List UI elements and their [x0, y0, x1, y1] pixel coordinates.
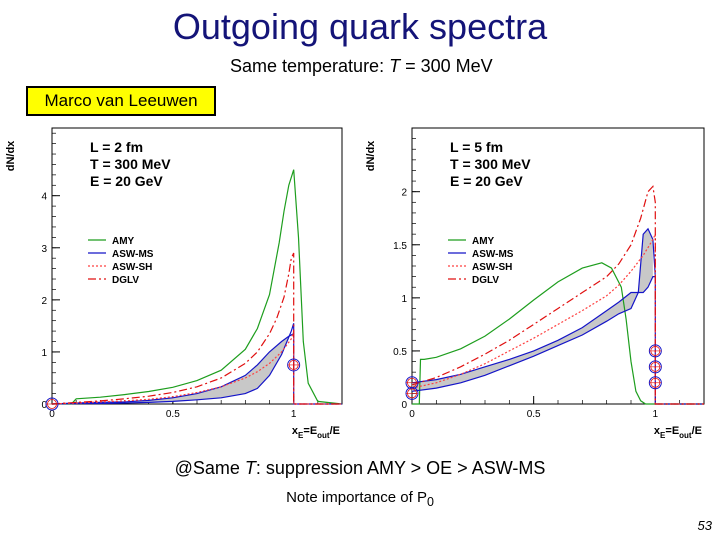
legend-label: ASW-MS	[112, 249, 154, 260]
x-tick-label: 1	[653, 409, 659, 420]
x-axis-label: xE=Eout/E	[654, 425, 702, 440]
param-label: E = 20 GeV	[450, 173, 523, 189]
footer-suffix: : suppression AMY > OE > ASW-MS	[255, 458, 546, 478]
series-line-asw-ms	[411, 227, 704, 405]
legend-label: ASW-SH	[472, 262, 512, 273]
chart-panel-1: 0 1 2 3 4 0 0.5 1 dN/dx xE=Eout/E L = 2 fmT = 300 …	[5, 127, 343, 440]
subtitle-prefix: Same temperature:	[230, 56, 390, 76]
x-axis-label-part: /E	[330, 425, 340, 437]
asw-ms-uncertainty-band	[52, 336, 289, 404]
legend-label: DGLV	[112, 275, 139, 286]
series-line-asw-ms-lower	[411, 276, 656, 384]
y-tick-label: 4	[41, 192, 47, 203]
footer-variable: T	[244, 458, 256, 478]
legend-label: ASW-MS	[472, 249, 514, 260]
y-tick-label: 3	[41, 244, 47, 255]
slide-title: Outgoing quark spectra	[172, 6, 548, 47]
y-tick-label: 1	[401, 294, 407, 305]
legend-label: ASW-SH	[112, 262, 152, 273]
series-line-dglv	[411, 185, 704, 405]
chart-panel-2: 0 0.5 1 1.5 2 0 0.5 1 dN/dx xE=Eout/E L = 5 fmT = …	[365, 127, 705, 440]
param-label: L = 5 fm	[450, 139, 503, 155]
x-axis-label-part: x	[654, 425, 661, 437]
x-axis-label-part: =E	[303, 425, 317, 437]
x-tick-label: 0.5	[166, 409, 180, 420]
x-axis-label: xE=Eout/E	[292, 425, 340, 440]
series-line-amy	[52, 169, 343, 405]
x-axis-label-part: /E	[692, 425, 702, 437]
footer-statement: @Same T: suppression AMY > OE > ASW-MS	[0, 458, 720, 479]
x-axis-label-part: E	[660, 431, 666, 440]
y-tick-label: 1.5	[393, 241, 407, 252]
y-tick-label: 0	[401, 400, 407, 411]
subtitle-variable: T	[389, 56, 401, 76]
y-tick-label: 2	[41, 296, 47, 307]
series-line-asw-ms	[51, 323, 342, 405]
series-line-asw-sh	[411, 233, 704, 405]
y-axis-label: dN/dx	[5, 140, 17, 171]
y-tick-label: 0	[41, 400, 47, 411]
x-axis-label-part: =E	[665, 425, 679, 437]
legend-label: AMY	[472, 236, 495, 247]
note-subscript: 0	[426, 495, 434, 509]
y-axis-label: dN/dx	[365, 140, 377, 171]
param-label: T = 300 MeV	[450, 156, 531, 172]
y-tick-label: 1	[41, 348, 47, 359]
x-tick-label: 0	[49, 409, 55, 420]
legend-label: AMY	[112, 236, 135, 247]
author-box: Marco van Leeuwen	[26, 86, 216, 116]
series-line-asw-sh	[51, 330, 342, 405]
page-number: 53	[697, 518, 712, 533]
slide-subtitle: Same temperature: T = 300 MeV	[230, 56, 493, 77]
series-line-dglv	[51, 252, 342, 405]
x-tick-label: 1	[291, 409, 297, 420]
series-line-amy	[412, 262, 704, 405]
x-tick-label: 0	[409, 409, 415, 420]
legend-label: DGLV	[472, 275, 499, 286]
y-tick-label: 0.5	[393, 347, 407, 358]
footer-prefix: @Same	[174, 458, 245, 478]
x-axis-label-part: x	[292, 425, 299, 437]
x-axis-label-part: out	[317, 431, 330, 440]
subtitle-suffix: = 300 MeV	[400, 56, 493, 76]
x-tick-label: 0.5	[527, 409, 541, 420]
x-axis-label-part: out	[679, 431, 692, 440]
x-axis-label-part: E	[298, 431, 304, 440]
param-label: L = 2 fm	[90, 139, 143, 155]
param-label: T = 300 MeV	[90, 156, 171, 172]
note-text: Note importance of P	[286, 489, 427, 506]
note-line: Note importance of P0	[0, 489, 720, 509]
y-tick-label: 2	[401, 188, 407, 199]
param-label: E = 20 GeV	[90, 173, 163, 189]
